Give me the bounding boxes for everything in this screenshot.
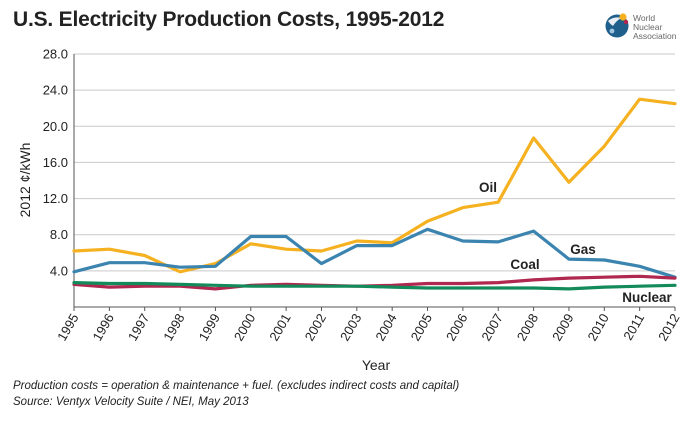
y-tick-label: 24.0 bbox=[43, 83, 68, 98]
footnote-note: Production costs = operation & maintenan… bbox=[13, 380, 460, 392]
x-tick-label: 2001 bbox=[266, 311, 293, 344]
series-line-nuclear bbox=[72, 281, 677, 291]
chart-title: U.S. Electricity Production Costs, 1995-… bbox=[13, 8, 445, 31]
x-tick-label: 2009 bbox=[549, 311, 576, 344]
x-tick-label: 1996 bbox=[89, 311, 116, 344]
x-tick-label: 2012 bbox=[655, 311, 682, 344]
x-tick-label: 2003 bbox=[337, 311, 364, 344]
x-tick-label: 2006 bbox=[443, 311, 470, 344]
x-tick-label: 1999 bbox=[196, 311, 223, 344]
x-tick-label: 2000 bbox=[231, 311, 258, 344]
y-tick-label: 20.0 bbox=[43, 119, 68, 134]
y-axis-title: 2012 ¢/kWh bbox=[17, 143, 33, 218]
series-label-gas: Gas bbox=[570, 242, 596, 257]
x-tick-label: 2004 bbox=[372, 311, 399, 344]
logo-text: World Nuclear Association bbox=[633, 13, 677, 41]
chart-area: 4.0 8.0 12.0 16.0 20.0 24.0 28.0 1995 1996 1997 19… bbox=[17, 47, 683, 374]
x-tick-label: 2010 bbox=[584, 311, 611, 344]
y-tick-label: 4.0 bbox=[50, 263, 68, 278]
world-nuclear-association-logo: World Nuclear Association bbox=[604, 12, 684, 46]
series-label-nuclear: Nuclear bbox=[622, 290, 672, 305]
x-tick-label: 2005 bbox=[408, 311, 435, 344]
series-line-gas bbox=[72, 227, 677, 279]
x-tick-label: 1997 bbox=[125, 311, 152, 344]
series-label-coal: Coal bbox=[510, 257, 539, 272]
x-tick-label: 1995 bbox=[54, 311, 81, 344]
series-label-oil: Oil bbox=[479, 180, 497, 195]
footnote-source: Source: Ventyx Velocity Suite / NEI, May… bbox=[13, 396, 249, 408]
y-tick-label: 8.0 bbox=[50, 227, 68, 242]
y-tick-label: 16.0 bbox=[43, 155, 68, 170]
series-line-oil bbox=[72, 97, 677, 274]
x-tick-label: 2002 bbox=[302, 311, 329, 344]
y-tick-label: 28.0 bbox=[43, 47, 68, 62]
x-tick-label: 1998 bbox=[160, 311, 187, 344]
globe-logo-icon bbox=[605, 13, 629, 38]
x-axis-title: Year bbox=[362, 357, 391, 373]
x-tick-label: 2011 bbox=[620, 311, 647, 343]
y-tick-label: 12.0 bbox=[43, 191, 68, 206]
x-tick-label: 2008 bbox=[514, 311, 541, 344]
x-tick-label: 2007 bbox=[478, 311, 505, 344]
